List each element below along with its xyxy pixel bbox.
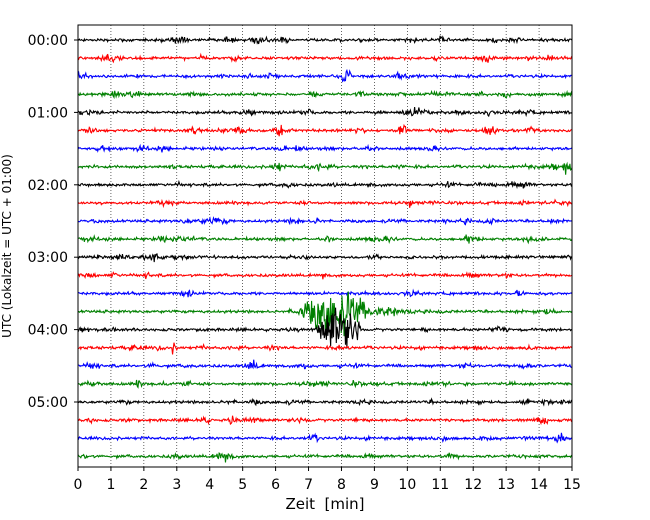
- x-tick-label: 4: [205, 477, 214, 493]
- trace-row: [77, 397, 573, 407]
- plot-frame: [77, 24, 573, 468]
- trace-row: [77, 89, 573, 100]
- trace-row: [77, 432, 573, 444]
- trace-row: [77, 143, 573, 153]
- y-tick-label: 03:00: [28, 250, 68, 266]
- x-tick-label: 1: [106, 477, 115, 493]
- trace-row: [77, 359, 573, 370]
- trace-row: [77, 342, 573, 355]
- x-tick-label: 7: [304, 477, 313, 493]
- x-tick-label: 3: [172, 477, 181, 493]
- y-tick-label: 02:00: [28, 178, 68, 194]
- x-tick-label: 13: [497, 477, 515, 493]
- trace-row: [77, 216, 573, 226]
- trace-row: [77, 179, 573, 190]
- x-axis-ticks: 0 1 2 3 4 5 6 7 8 9 10 11 12 13 14 15: [74, 467, 581, 493]
- trace-row: [77, 198, 573, 209]
- trace-row: [77, 288, 573, 298]
- trace-row: [77, 52, 573, 64]
- trace-row: [77, 271, 573, 280]
- trace-row: [77, 307, 573, 349]
- trace-row: [77, 161, 573, 175]
- x-tick-label: 11: [431, 477, 449, 493]
- trace-row: [77, 379, 573, 389]
- y-tick-label: 04:00: [28, 323, 68, 339]
- trace-row: [77, 415, 573, 426]
- trace-row: [77, 107, 573, 118]
- trace-row: [77, 68, 573, 83]
- x-tick-label: 10: [398, 477, 416, 493]
- x-tick-label: 12: [464, 477, 482, 493]
- y-axis-ticks: 00:00 01:00 02:00 03:00 04:00 05:00: [28, 33, 78, 411]
- x-tick-label: 14: [530, 477, 548, 493]
- trace-row: [77, 234, 573, 245]
- trace-row: [77, 253, 573, 263]
- trace-row: [77, 123, 573, 137]
- x-tick-label: 2: [139, 477, 148, 493]
- y-tick-label: 05:00: [28, 395, 68, 411]
- x-axis-label: Zeit [min]: [285, 495, 364, 513]
- y-tick-label: 01:00: [28, 105, 68, 121]
- trace-row: [77, 452, 573, 463]
- x-tick-label: 6: [271, 477, 280, 493]
- trace-row: [77, 35, 573, 45]
- x-tick-label: 9: [370, 477, 379, 493]
- y-axis-label: UTC (Lokalzeit = UTC + 01:00): [0, 154, 14, 338]
- x-tick-label: 15: [563, 477, 581, 493]
- y-tick-label: 00:00: [28, 33, 68, 49]
- x-tick-label: 0: [74, 477, 83, 493]
- seismic-traces: [77, 35, 573, 463]
- x-tick-label: 8: [337, 477, 346, 493]
- trace-row: [77, 291, 573, 337]
- x-tick-label: 5: [238, 477, 247, 493]
